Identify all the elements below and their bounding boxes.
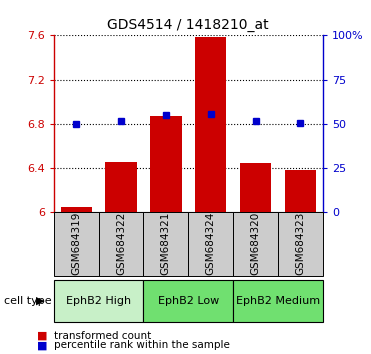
Bar <box>188 212 233 276</box>
Bar <box>195 36 226 212</box>
Text: cell type: cell type <box>4 296 51 306</box>
Bar <box>60 207 92 212</box>
Bar <box>54 212 99 276</box>
Text: GSM684324: GSM684324 <box>206 211 216 275</box>
Text: ■: ■ <box>37 340 47 350</box>
Bar <box>150 116 181 212</box>
Bar <box>144 280 233 322</box>
Text: EphB2 High: EphB2 High <box>66 296 131 306</box>
Bar <box>54 280 144 322</box>
Bar <box>285 170 316 212</box>
Text: ■: ■ <box>37 331 47 341</box>
Text: GSM684323: GSM684323 <box>295 211 305 275</box>
Bar <box>99 212 144 276</box>
Bar <box>233 280 323 322</box>
Bar <box>278 212 323 276</box>
Text: EphB2 Medium: EphB2 Medium <box>236 296 320 306</box>
Text: percentile rank within the sample: percentile rank within the sample <box>54 340 230 350</box>
Text: ▶: ▶ <box>36 296 44 306</box>
Title: GDS4514 / 1418210_at: GDS4514 / 1418210_at <box>108 18 269 32</box>
Text: transformed count: transformed count <box>54 331 151 341</box>
Text: GSM684322: GSM684322 <box>116 211 126 275</box>
Text: EphB2 Low: EphB2 Low <box>158 296 219 306</box>
Bar <box>144 212 188 276</box>
Text: GSM684319: GSM684319 <box>71 211 81 275</box>
Text: GSM684321: GSM684321 <box>161 211 171 275</box>
Bar <box>240 162 271 212</box>
Bar <box>233 212 278 276</box>
Text: GSM684320: GSM684320 <box>250 211 260 275</box>
Bar <box>105 161 137 212</box>
